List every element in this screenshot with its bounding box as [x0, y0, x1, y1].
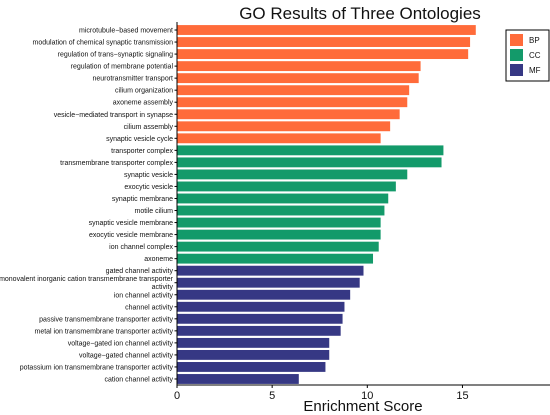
axes: [176, 22, 550, 386]
bar-mf-channel-activity: [177, 301, 345, 312]
bar-cc-synaptic-membrane: [177, 193, 389, 204]
category-label-channel-activity: channel activity: [125, 304, 173, 311]
bar-cc-synaptic-vesicle: [177, 169, 408, 180]
legend-swatch-bp: [510, 34, 523, 46]
x-tick-label-5: 5: [269, 390, 275, 402]
bar-cc-motile-cilium: [177, 205, 385, 216]
category-label-transmembrane-transporter-complex: transmembrane transporter complex: [60, 160, 173, 167]
category-label-exocytic-vesicle-membrane: exocytic vesicle membrane: [89, 232, 173, 239]
bar-bp-axoneme-assembly: [177, 97, 408, 108]
category-label-voltage-gated-channel-activity: voltage−gated channel activity: [79, 352, 173, 359]
x-axis-label: Enrichment Score: [303, 398, 422, 415]
category-label-metal-ion-transmembrane-transporter-activity: metal ion transmembrane transporter acti…: [35, 328, 174, 335]
category-label-neurotransmitter-transport: neurotransmitter transport: [92, 76, 173, 83]
category-label-regulation-of-membrane-potential: regulation of membrane potential: [71, 64, 174, 71]
bar-mf-voltage-gated-ion-channel-activity: [177, 337, 330, 348]
category-label-axoneme-assembly: axoneme assembly: [113, 100, 174, 107]
bar-cc-axoneme: [177, 253, 374, 264]
legend-swatch-cc: [510, 49, 523, 61]
bar-cc-transmembrane-transporter-complex: [177, 157, 442, 168]
bar-cc-ion-channel-complex: [177, 241, 379, 252]
bar-bp-cilium-organization: [177, 85, 410, 96]
bar-bp-cilium-assembly: [177, 121, 391, 132]
bar-mf-ion-channel-activity: [177, 289, 351, 300]
bar-bp-regulation-of-membrane-potential: [177, 61, 421, 72]
category-label-monovalent-inorganic-cation-transmembrane-transporter-activity: monovalent inorganic cation transmembran…: [0, 276, 174, 291]
category-label-ion-channel-complex: ion channel complex: [109, 244, 173, 251]
category-label-exocytic-vesicle: exocytic vesicle: [124, 184, 173, 191]
x-tick-label-10: 10: [361, 390, 373, 402]
bar-bp-modulation-of-chemical-synaptic-transmission: [177, 37, 471, 47]
category-label-synaptic-vesicle-membrane: synaptic vesicle membrane: [89, 220, 174, 227]
category-label-regulation-of-trans-synaptic-signaling: regulation of trans−synaptic signaling: [58, 52, 173, 59]
category-label-cation-channel-activity: cation channel activity: [105, 376, 174, 383]
category-label-transporter-complex: transporter complex: [111, 148, 173, 155]
category-label-potassium-ion-transmembrane-transporter-activity: potassium ion transmembrane transporter …: [20, 364, 174, 371]
bar-bp-microtubule-based-movement: [177, 25, 476, 35]
category-label-synaptic-vesicle-cycle: synaptic vesicle cycle: [106, 136, 173, 143]
bar-mf-passive-transmembrane-transporter-activity: [177, 313, 343, 324]
legend-label-bp: BP: [529, 36, 540, 45]
chart-title: GO Results of Three Ontologies: [239, 4, 481, 23]
category-label-voltage-gated-ion-channel-activity: voltage−gated ion channel activity: [68, 340, 174, 347]
category-label-cilium-organization: cilium organization: [115, 88, 173, 95]
category-label-synaptic-membrane: synaptic membrane: [112, 196, 173, 203]
legend-swatch-mf: [510, 64, 523, 76]
category-labels: microtubule−based movement modulation of …: [0, 28, 177, 383]
category-label-cilium-assembly: cilium assembly: [124, 124, 174, 131]
category-label-passive-transmembrane-transporter-activity: passive transmembrane transporter activi…: [39, 316, 173, 323]
bar-cc-exocytic-vesicle-membrane: [177, 229, 381, 240]
legend-label-cc: CC: [529, 51, 541, 60]
bar-cc-exocytic-vesicle: [177, 181, 396, 192]
category-label-modulation-of-chemical-synaptic-transmission: modulation of chemical synaptic transmis…: [33, 40, 174, 47]
category-label-microtubule-based-movement: microtubule−based movement: [79, 28, 173, 35]
category-label-gated-channel-activity: gated channel activity: [106, 268, 174, 275]
category-label-axoneme: axoneme: [144, 256, 173, 263]
x-tick-label-15: 15: [456, 390, 468, 402]
bar-mf-metal-ion-transmembrane-transporter-activity: [177, 325, 341, 336]
bar-mf-monovalent-inorganic-cation-transmembrane-transporter-activity: [177, 277, 360, 288]
bar-mf-voltage-gated-channel-activity: [177, 349, 330, 360]
bar-bp-synaptic-vesicle-cycle: [177, 133, 381, 144]
bar-mf-cation-channel-activity: [177, 374, 299, 384]
bar-cc-transporter-complex: [177, 145, 444, 156]
bar-mf-gated-channel-activity: [177, 265, 364, 276]
category-label-synaptic-vesicle: synaptic vesicle: [124, 172, 173, 179]
x-tick-label-0: 0: [174, 390, 180, 402]
bar-bp-neurotransmitter-transport: [177, 73, 419, 84]
legend: BP CC MF: [505, 29, 550, 82]
category-label-ion-channel-activity: ion channel activity: [114, 292, 174, 299]
bars-group: [177, 25, 476, 384]
bar-cc-synaptic-vesicle-membrane: [177, 217, 381, 228]
legend-label-mf: MF: [529, 66, 541, 75]
x-ticks: 0 5 10 15: [174, 385, 469, 402]
bar-bp-vesicle-mediated-transport-in-synapse: [177, 109, 400, 120]
category-label-vesicle-mediated-transport-in-synapse: vesicle−mediated transport in synapse: [54, 112, 173, 119]
bar-bp-regulation-of-trans-synaptic-signaling: [177, 49, 469, 60]
bar-mf-potassium-ion-transmembrane-transporter-activity: [177, 362, 326, 372]
category-label-motile-cilium: motile cilium: [134, 208, 173, 215]
